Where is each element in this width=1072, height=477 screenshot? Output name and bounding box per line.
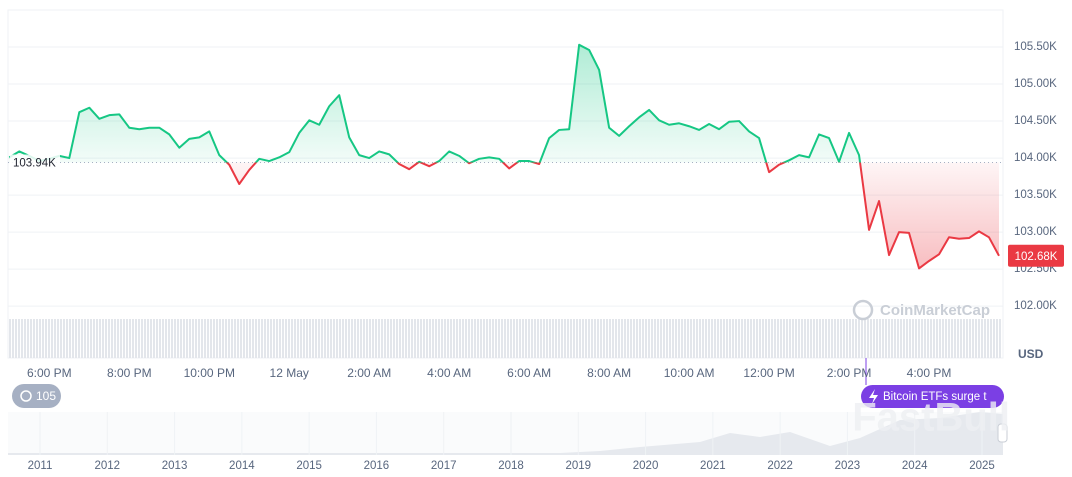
y-tick-label: 105.50K [1014,41,1057,53]
x-tick-label: 4:00 PM [907,366,952,380]
baseline-label-bg [10,154,60,171]
x-tick-label: 12:00 PM [743,366,794,380]
navigator-label: 2017 [431,460,457,472]
current-price-label: 102.68K [1015,251,1058,263]
watermark-text: CoinMarketCap [880,302,990,319]
navigator-label: 2011 [28,460,53,472]
history-icon [20,390,32,402]
history-badge-text[interactable]: 105 [36,389,56,403]
x-tick-label: 4:00 AM [427,366,471,380]
y-tick-label: 104.50K [1014,115,1057,127]
y-tick-label: 103.00K [1014,226,1057,238]
navigator-label: 2024 [902,460,928,472]
currency-label: USD [1018,347,1044,361]
plot-layer: 103.94K [8,43,1003,307]
navigator-area [8,412,1003,455]
x-tick-label: 8:00 PM [107,366,152,380]
area-down [226,162,999,269]
navigator-label: 2019 [565,460,591,472]
event-badge-bg[interactable] [861,385,1004,408]
navigator-label: 2021 [700,460,726,472]
x-tick-label: 2:00 PM [827,366,872,380]
history-badge-bg[interactable] [12,384,61,408]
history-badge[interactable]: 105 [12,384,61,408]
price-line-up [8,43,862,163]
event-badge-text[interactable]: Bitcoin ETFs surge t [883,391,987,403]
x-tick-label: 2:00 AM [347,366,391,380]
x-tick-label: 8:00 AM [587,366,631,380]
navigator-label: 2023 [835,460,861,472]
price-line-down [225,162,1000,270]
volume-band [8,319,1001,358]
y-tick-label: 103.50K [1014,189,1057,201]
current-price-bg [1008,244,1064,267]
event-icon [869,389,878,404]
navigator-label: 2018 [498,460,524,472]
navigator-label: 2016 [364,460,390,472]
navigator-label: 2025 [969,460,995,472]
watermark-logo [852,299,874,321]
y-tick-label: 104.00K [1014,152,1057,164]
baseline-label: 103.94K [13,158,56,170]
navigator-label: 2012 [94,460,120,472]
x-tick-label: 10:00 AM [664,366,715,380]
navigator-label: 2022 [767,460,793,472]
event-badge[interactable]: Bitcoin ETFs surge t [861,385,1004,408]
y-tick-label: 102.00K [1014,300,1057,312]
navigator-label: 2015 [296,460,322,472]
x-tick-label: 6:00 AM [507,366,551,380]
watermark-2: FastBull [852,396,1010,440]
x-tick-label: 6:00 PM [27,366,72,380]
navigator[interactable]: 2011 2012 2013 2014 2015 2016 2017 2018 2019 2020… [8,412,1008,472]
navigator-labels: 2011 2012 2013 2014 2015 2016 2017 2018 2019 2020… [28,412,995,472]
navigator-label: 2013 [162,460,188,472]
navigator-handle[interactable] [997,423,1008,443]
navigator-label: 2020 [633,460,659,472]
y-tick-label: 105.00K [1014,78,1057,90]
watermark: CoinMarketCap [852,299,990,321]
x-tick-label: 10:00 PM [184,366,235,380]
navigator-label: 2014 [229,460,255,472]
x-tick-label: 12 May [270,366,309,380]
area-up [9,44,999,163]
